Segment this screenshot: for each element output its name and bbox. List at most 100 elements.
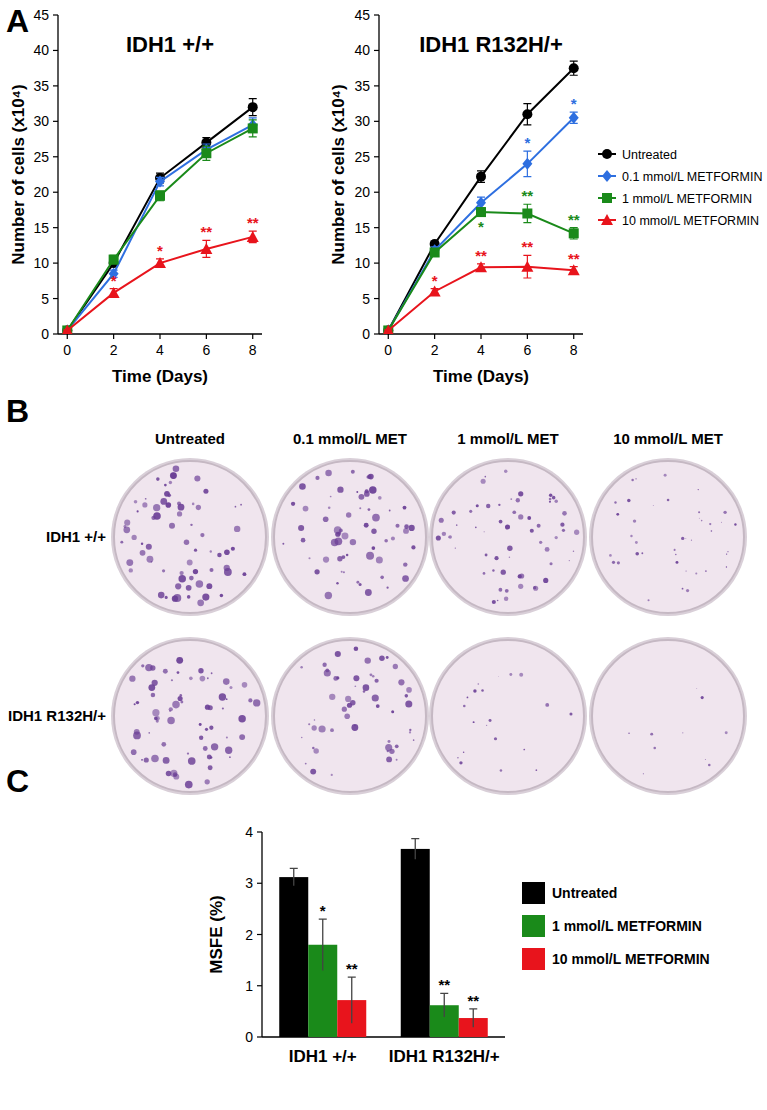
colony <box>152 709 159 716</box>
colony <box>379 656 385 662</box>
y-tick <box>53 121 58 122</box>
colony <box>550 562 553 565</box>
colony <box>388 740 391 743</box>
colony <box>616 513 619 516</box>
colony <box>300 666 303 669</box>
colony <box>151 693 156 698</box>
colony <box>485 553 488 556</box>
y-tick-label: 15 <box>354 220 370 236</box>
colony <box>448 535 452 539</box>
y-tick-label: 3 <box>245 875 253 891</box>
marker <box>382 324 394 334</box>
colony <box>405 701 412 708</box>
y-axis-label: Number of cells (x10⁴) <box>9 84 28 264</box>
colony <box>178 504 185 511</box>
colony <box>365 657 371 663</box>
colony <box>341 532 348 539</box>
legend-marker <box>602 193 612 203</box>
colony <box>701 696 704 699</box>
colony <box>185 781 193 789</box>
colony <box>158 592 165 599</box>
colony <box>652 504 654 506</box>
x-tick-label: 0 <box>63 342 71 358</box>
dish <box>432 640 584 792</box>
colony <box>507 545 512 550</box>
colony <box>124 520 130 526</box>
colony <box>573 551 574 552</box>
colony <box>455 547 456 548</box>
colony <box>200 533 204 537</box>
colony <box>463 751 465 753</box>
colony <box>436 535 441 540</box>
y-tick <box>374 298 379 299</box>
colony <box>391 537 395 541</box>
colony <box>539 541 542 544</box>
dish-rim <box>429 637 587 795</box>
dish <box>274 640 426 792</box>
colony <box>562 529 565 532</box>
colony <box>504 469 507 472</box>
y-tick-label: 30 <box>33 113 49 129</box>
colony <box>229 686 232 689</box>
y-axis-label: Number of cells (x10⁴) <box>329 84 348 264</box>
colony <box>635 541 638 544</box>
colony <box>196 505 201 510</box>
significance: ** <box>568 211 580 228</box>
colony <box>535 769 537 771</box>
x-tick-label: 6 <box>523 342 531 358</box>
colony <box>347 703 352 708</box>
colony <box>409 525 415 531</box>
colony <box>200 676 206 682</box>
colony <box>569 712 572 715</box>
colony <box>323 516 329 522</box>
category-label: IDH1 +/+ <box>289 1047 357 1066</box>
legend-label: 1 mmol/L METFORMIN <box>622 192 752 206</box>
colony <box>219 693 226 700</box>
chart-title: IDH1 R132H/+ <box>419 32 563 57</box>
significance: * <box>157 242 163 259</box>
colony <box>686 570 687 571</box>
colony <box>312 725 317 730</box>
colony <box>173 465 180 472</box>
colony <box>199 736 203 740</box>
colony <box>609 554 612 557</box>
colony <box>301 737 303 739</box>
colony <box>169 523 175 529</box>
colony <box>631 479 633 481</box>
legend-label: Untreated <box>622 148 677 162</box>
colony <box>686 589 689 592</box>
colony <box>335 537 343 545</box>
marker <box>476 172 486 182</box>
legend-label: 0.1 mmol/L METFORMIN <box>622 170 763 184</box>
petri-dish <box>429 637 587 795</box>
colony <box>696 688 698 690</box>
colony <box>153 504 160 511</box>
legend-label: 10 mmol/L METFORMIN <box>552 951 710 967</box>
colony <box>675 554 677 556</box>
colony <box>178 575 185 582</box>
colony <box>180 701 183 704</box>
colony <box>442 532 446 536</box>
colony <box>136 701 139 704</box>
colony <box>676 561 679 564</box>
colony <box>726 566 727 567</box>
colony <box>364 523 369 528</box>
colony <box>170 472 176 478</box>
dish <box>592 640 744 792</box>
colony <box>301 538 306 543</box>
dish-rim <box>271 458 429 616</box>
x-axis-label: Time (Days) <box>112 367 208 386</box>
colony <box>163 669 168 674</box>
y-tick <box>374 121 379 122</box>
y-tick-label: 20 <box>33 184 49 200</box>
marker <box>569 112 579 124</box>
colony <box>376 556 383 563</box>
series-line <box>67 128 252 330</box>
colony <box>494 556 498 560</box>
petri-dish <box>589 637 747 795</box>
colony <box>569 560 570 561</box>
colony <box>527 516 531 520</box>
colony <box>199 723 202 726</box>
x-tick <box>480 334 481 339</box>
colony <box>354 647 359 652</box>
